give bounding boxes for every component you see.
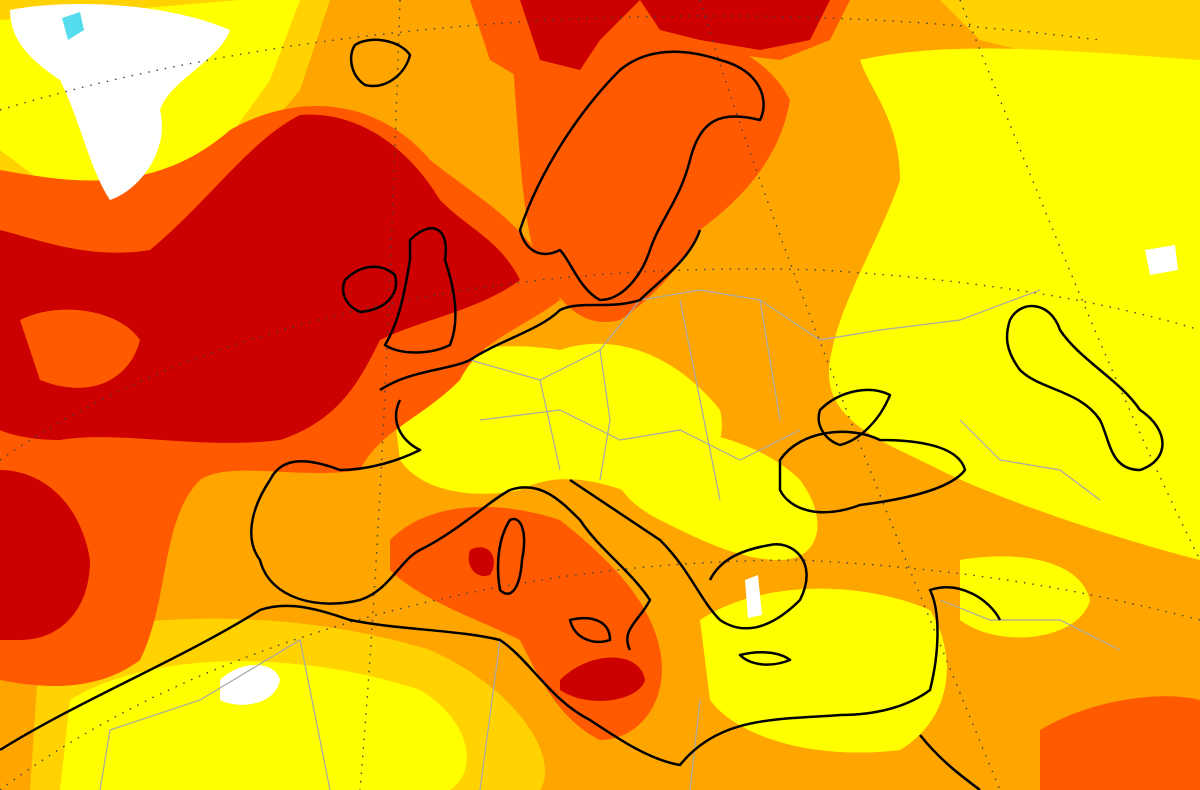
graticule-line [699, 0, 1001, 790]
coastline-ireland [341, 265, 398, 314]
field-yellow [700, 588, 947, 753]
coastline-crete [738, 651, 792, 666]
coastline-sicily [568, 616, 612, 644]
graticule-line [0, 559, 1200, 790]
graticule-line [359, 0, 401, 790]
graticule-line [0, 268, 1200, 461]
field-yellow [60, 661, 467, 790]
border [539, 299, 781, 501]
field-yellow [828, 48, 1200, 560]
field-dark-red [560, 657, 645, 701]
field-dark-red [520, 0, 640, 70]
field-yellow [612, 427, 818, 560]
field-dark-red [0, 470, 90, 640]
field-yellow [960, 556, 1090, 638]
coastline-iceland [349, 38, 412, 88]
coastline-continent [250, 229, 702, 651]
border [469, 289, 1041, 381]
coastline-north-africa [0, 586, 1002, 767]
coastline-scandinavia [518, 50, 765, 302]
coastline-sardinia [496, 517, 526, 595]
field-white [10, 4, 230, 200]
field-cyan [62, 12, 84, 40]
coastline-azov [817, 388, 892, 447]
coastline-britain [383, 227, 457, 354]
field-white [1145, 245, 1178, 275]
coastline-red-sea [919, 734, 981, 790]
field-white [220, 665, 280, 705]
border [939, 419, 1121, 651]
field-red-orange [1040, 696, 1200, 790]
borders [99, 289, 1121, 790]
border [99, 639, 701, 790]
field-dark-red [468, 547, 494, 576]
field-dark-red [640, 0, 830, 50]
coastline-balkans [569, 478, 808, 630]
field-red-orange [20, 309, 140, 388]
coastlines [0, 38, 1164, 790]
coastline-black-sea [778, 430, 967, 514]
coastline-caspian [1005, 304, 1164, 472]
field-white [745, 575, 762, 618]
